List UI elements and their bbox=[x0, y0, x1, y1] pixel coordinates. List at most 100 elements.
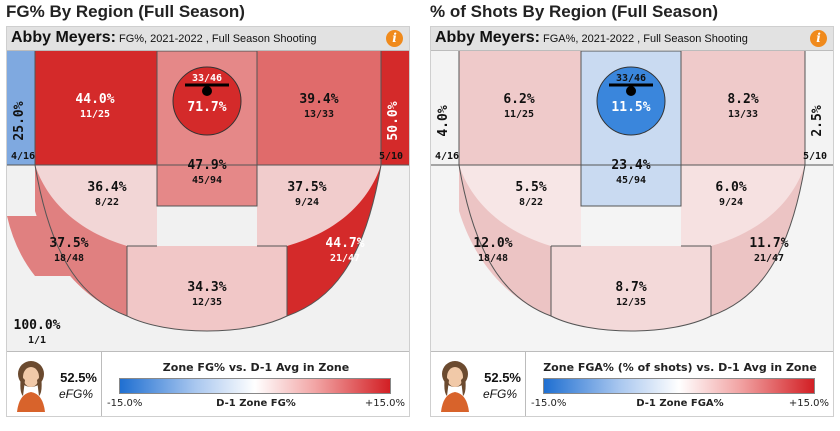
footer-divider bbox=[101, 352, 102, 416]
right-three-pct: 44.7% bbox=[325, 236, 364, 251]
right-corner-pct: 2.5% bbox=[810, 105, 825, 136]
efg-value: 52.5% bbox=[484, 370, 521, 385]
left-corner-frac: 4/16 bbox=[435, 151, 459, 162]
card-header: Abby Meyers: FGA%, 2021-2022 , Full Seas… bbox=[431, 27, 833, 51]
info-icon[interactable]: i bbox=[386, 30, 403, 47]
heave-pct: 100.0% bbox=[14, 318, 61, 333]
player-name: Abby Meyers: FG%, 2021-2022 , Full Seaso… bbox=[11, 29, 317, 47]
paint-frac: 45/94 bbox=[192, 175, 222, 186]
right-corner-frac: 5/10 bbox=[803, 151, 827, 162]
fg-percent-panel: FG% By Region (Full Season) Abby Meyers:… bbox=[6, 0, 410, 431]
efg-label: eFG% bbox=[482, 387, 517, 401]
legend-title: Zone FG% vs. D-1 Avg in Zone bbox=[162, 361, 350, 374]
left-wing-top-frac: 11/25 bbox=[80, 109, 110, 120]
zone-right-corner bbox=[381, 51, 409, 165]
info-icon[interactable]: i bbox=[810, 30, 827, 47]
zone-top-three bbox=[127, 246, 287, 331]
left-corner-frac: 4/16 bbox=[11, 151, 35, 162]
zone-right-corner bbox=[805, 51, 833, 165]
card-header: Abby Meyers: FG%, 2021-2022 , Full Seaso… bbox=[7, 27, 409, 51]
legend-mid: D-1 Zone FGA% bbox=[636, 398, 724, 409]
right-mid-frac: 9/24 bbox=[719, 197, 743, 208]
zone-left-mid-fill bbox=[35, 165, 157, 246]
right-three-frac: 21/47 bbox=[330, 253, 360, 264]
left-corner-pct: 4.0% bbox=[436, 105, 451, 136]
panel-title: FG% By Region (Full Season) bbox=[6, 2, 245, 21]
zone-right-wing-top bbox=[257, 51, 381, 165]
color-scale-bar bbox=[119, 378, 391, 394]
left-three-pct: 37.5% bbox=[49, 236, 88, 251]
chart-subtitle: FGA%, 2021-2022 , Full Season Shooting bbox=[539, 33, 748, 45]
left-wing-top-frac: 11/25 bbox=[504, 109, 534, 120]
top-three-frac: 12/35 bbox=[616, 297, 646, 308]
player-name-text: Abby Meyers: bbox=[11, 29, 116, 46]
court-lines bbox=[431, 51, 833, 332]
shot-zone-court: 6.2% 11/25 33/46 11.5% 8.2% 13/33 4.0% 4… bbox=[431, 51, 833, 351]
footer-divider bbox=[525, 352, 526, 416]
legend-max: +15.0% bbox=[788, 398, 829, 409]
hoop-icon bbox=[202, 86, 212, 96]
left-mid-pct: 5.5% bbox=[515, 180, 546, 195]
rim-frac: 33/46 bbox=[192, 73, 222, 84]
shot-zone-court: 44.0% 11/25 33/46 71.7% 39.4% 13/33 25.0… bbox=[7, 51, 409, 351]
legend-min: -15.0% bbox=[107, 398, 143, 409]
chart-footer: 52.5% eFG% Zone FG% vs. D-1 Avg in Zone … bbox=[7, 351, 409, 416]
top-three-pct: 8.7% bbox=[615, 280, 646, 295]
right-wing-top-pct: 8.2% bbox=[727, 92, 758, 107]
legend-max: +15.0% bbox=[364, 398, 405, 409]
zone-top-three bbox=[551, 246, 711, 331]
chart-card: Abby Meyers: FGA%, 2021-2022 , Full Seas… bbox=[430, 26, 834, 417]
paint-pct: 23.4% bbox=[611, 158, 650, 173]
legend-mid: D-1 Zone FG% bbox=[216, 398, 296, 409]
player-name: Abby Meyers: FGA%, 2021-2022 , Full Seas… bbox=[435, 29, 748, 47]
right-three-frac: 21/47 bbox=[754, 253, 784, 264]
zone-left-mid-fill bbox=[459, 165, 581, 246]
legend-min: -15.0% bbox=[531, 398, 567, 409]
zone-left-wing-top bbox=[459, 51, 581, 165]
right-wing-top-frac: 13/33 bbox=[304, 109, 334, 120]
heave-frac: 1/1 bbox=[28, 335, 46, 346]
zone-left-corner bbox=[7, 51, 35, 165]
top-three-pct: 34.3% bbox=[187, 280, 226, 295]
left-mid-pct: 36.4% bbox=[87, 180, 126, 195]
zone-right-wing-top bbox=[681, 51, 805, 165]
left-three-pct: 12.0% bbox=[473, 236, 512, 251]
paint-frac: 45/94 bbox=[616, 175, 646, 186]
paint-pct: 47.9% bbox=[187, 158, 226, 173]
zone-right-mid bbox=[257, 165, 381, 246]
fga-percent-panel: % of Shots By Region (Full Season) Abby … bbox=[430, 0, 834, 431]
hoop-icon bbox=[626, 86, 636, 96]
left-mid-frac: 8/22 bbox=[519, 197, 543, 208]
right-corner-pct: 50.0% bbox=[386, 101, 401, 140]
color-scale-bar bbox=[543, 378, 815, 394]
chart-subtitle: FG%, 2021-2022 , Full Season Shooting bbox=[115, 33, 317, 45]
efg-value: 52.5% bbox=[60, 370, 97, 385]
zone-left-corner bbox=[431, 51, 459, 165]
left-corner-pct: 25.0% bbox=[12, 101, 27, 140]
rim-frac: 33/46 bbox=[616, 73, 646, 84]
player-avatar bbox=[441, 361, 469, 412]
top-three-frac: 12/35 bbox=[192, 297, 222, 308]
right-three-pct: 11.7% bbox=[749, 236, 788, 251]
right-corner-frac: 5/10 bbox=[379, 151, 403, 162]
right-mid-pct: 37.5% bbox=[287, 180, 326, 195]
right-wing-top-pct: 39.4% bbox=[299, 92, 338, 107]
zone-left-wing-top bbox=[35, 51, 157, 165]
court-lines bbox=[7, 51, 409, 332]
rim-pct: 71.7% bbox=[187, 100, 226, 115]
left-three-frac: 18/48 bbox=[478, 253, 508, 264]
left-mid-frac: 8/22 bbox=[95, 197, 119, 208]
right-mid-frac: 9/24 bbox=[295, 197, 319, 208]
left-wing-top-pct: 44.0% bbox=[75, 92, 114, 107]
right-wing-top-frac: 13/33 bbox=[728, 109, 758, 120]
player-avatar bbox=[17, 361, 45, 412]
zone-right-mid bbox=[681, 165, 805, 246]
rim-pct: 11.5% bbox=[611, 100, 650, 115]
right-mid-pct: 6.0% bbox=[715, 180, 746, 195]
chart-footer: 52.5% eFG% Zone FGA% (% of shots) vs. D-… bbox=[431, 351, 833, 416]
efg-label: eFG% bbox=[58, 387, 93, 401]
chart-card: Abby Meyers: FG%, 2021-2022 , Full Seaso… bbox=[6, 26, 410, 417]
player-name-text: Abby Meyers: bbox=[435, 29, 540, 46]
legend-title: Zone FGA% (% of shots) vs. D-1 Avg in Zo… bbox=[543, 361, 817, 374]
left-three-frac: 18/48 bbox=[54, 253, 84, 264]
